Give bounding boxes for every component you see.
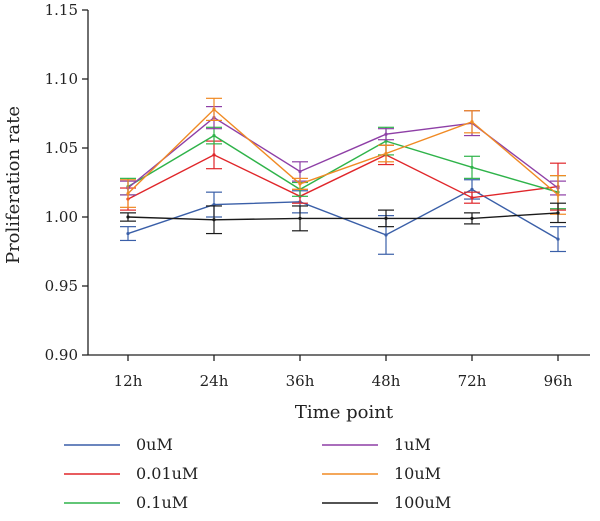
series-line bbox=[127, 188, 559, 240]
data-point bbox=[212, 153, 216, 157]
legend-label: 0uM bbox=[136, 435, 173, 454]
data-point bbox=[384, 151, 388, 156]
y-tick-label: 1.10 bbox=[45, 70, 78, 88]
y-axis-ticks: 0.90 0.95 1.00 1.05 1.10 1.15 bbox=[45, 1, 88, 364]
data-point bbox=[384, 233, 388, 237]
data-point bbox=[298, 182, 302, 186]
data-point bbox=[212, 218, 216, 222]
x-tick-label: 96h bbox=[544, 372, 573, 390]
series-line bbox=[127, 154, 559, 200]
data-point bbox=[470, 165, 474, 169]
series-line bbox=[127, 108, 559, 196]
x-axis-title: Time point bbox=[295, 402, 394, 423]
data-point bbox=[126, 231, 130, 236]
y-tick-label: 1.00 bbox=[45, 208, 78, 226]
data-point bbox=[556, 193, 560, 197]
data-point bbox=[384, 216, 388, 220]
legend-label: 100uM bbox=[394, 493, 451, 512]
data-point bbox=[470, 187, 474, 191]
data-point bbox=[556, 237, 560, 241]
data-point bbox=[470, 216, 474, 220]
legend-item: 0uM bbox=[64, 435, 173, 454]
y-axis-title: Proliferation rate bbox=[3, 106, 24, 264]
x-axis-ticks: 12h 24h 36h 48h 72h 96h bbox=[114, 355, 573, 390]
data-point bbox=[212, 133, 216, 138]
legend-label: 0.1uM bbox=[136, 493, 188, 512]
x-tick-label: 72h bbox=[458, 372, 487, 390]
series-line bbox=[127, 134, 559, 193]
x-tick-label: 36h bbox=[286, 372, 315, 390]
data-point bbox=[298, 216, 302, 220]
series-1uM bbox=[120, 105, 566, 196]
series-100uM bbox=[120, 202, 566, 235]
x-tick-label: 24h bbox=[200, 372, 229, 390]
y-tick-label: 0.90 bbox=[45, 346, 78, 364]
data-point bbox=[470, 120, 474, 124]
legend-label: 0.01uM bbox=[136, 464, 198, 483]
legend-item: 0.01uM bbox=[64, 464, 198, 483]
data-point bbox=[298, 169, 302, 174]
x-tick-label: 48h bbox=[372, 372, 401, 390]
legend-item: 0.1uM bbox=[64, 493, 188, 512]
data-point bbox=[556, 211, 560, 215]
series-line bbox=[127, 116, 559, 189]
series-10uM bbox=[120, 97, 566, 215]
data-point bbox=[384, 132, 388, 136]
x-tick-label: 12h bbox=[114, 372, 143, 390]
legend-item: 100uM bbox=[322, 493, 451, 512]
legend-item: 1uM bbox=[322, 435, 431, 454]
legend: 0uM 0.01uM 0.1uM 1uM 10uM 100uM bbox=[64, 435, 451, 512]
legend-label: 1uM bbox=[394, 435, 431, 454]
series-layer bbox=[120, 97, 566, 255]
y-tick-label: 1.05 bbox=[45, 139, 78, 157]
legend-label: 10uM bbox=[394, 464, 441, 483]
data-point bbox=[212, 107, 216, 111]
series-line bbox=[127, 212, 559, 221]
legend-item: 10uM bbox=[322, 464, 441, 483]
y-tick-label: 0.95 bbox=[45, 277, 78, 295]
data-point bbox=[126, 215, 130, 219]
data-point bbox=[470, 196, 474, 200]
data-point bbox=[126, 191, 130, 196]
y-tick-label: 1.15 bbox=[45, 1, 78, 19]
